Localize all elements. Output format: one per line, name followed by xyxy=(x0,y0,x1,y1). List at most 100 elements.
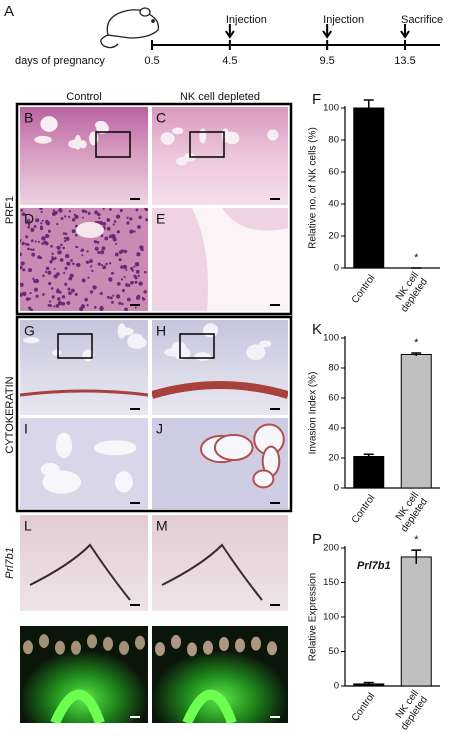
x-tick-label: Control xyxy=(350,691,378,724)
micrograph: I xyxy=(20,418,148,509)
block-border xyxy=(15,102,293,316)
tissue xyxy=(20,515,148,611)
nucleus xyxy=(55,289,60,294)
vessel xyxy=(172,127,184,135)
micrograph: G xyxy=(20,320,148,415)
nucleus xyxy=(40,222,43,225)
trophoblast xyxy=(20,389,148,397)
nucleus xyxy=(143,290,147,294)
nucleus xyxy=(29,248,33,251)
nucleus xyxy=(130,229,134,233)
mouse-icon xyxy=(100,7,160,49)
timeline-axis-label: days of pregnancy xyxy=(15,55,105,67)
nucleus xyxy=(68,291,72,295)
nucleus xyxy=(105,262,108,266)
nucleus xyxy=(20,261,25,266)
panel-label: J xyxy=(156,421,163,437)
nucleus xyxy=(102,222,107,226)
nucleus xyxy=(122,264,128,270)
tissue xyxy=(20,320,148,415)
nucleus xyxy=(21,241,25,246)
nucleus xyxy=(60,243,63,247)
nucleus xyxy=(27,306,32,310)
nucleus xyxy=(64,232,68,236)
y-tick-label: 100 xyxy=(323,333,339,344)
vessel xyxy=(171,341,187,354)
nucleus xyxy=(94,246,99,251)
nucleus xyxy=(133,230,136,233)
nucleus xyxy=(35,294,39,298)
nucleus xyxy=(59,209,63,213)
significance: * xyxy=(414,337,419,349)
micrograph: L xyxy=(20,515,148,611)
vessel xyxy=(23,337,40,344)
cell-cluster xyxy=(39,634,49,649)
y-tick-label: 0 xyxy=(334,483,339,494)
nucleus xyxy=(84,297,88,302)
nucleus xyxy=(62,232,66,235)
nucleus xyxy=(84,210,88,214)
nucleus xyxy=(51,257,55,261)
nucleus xyxy=(61,295,66,299)
nucleus xyxy=(33,287,39,292)
nucleus xyxy=(72,262,75,266)
nucleus xyxy=(73,213,77,217)
nucleus xyxy=(71,218,76,222)
micrograph: H xyxy=(152,320,288,415)
lumen xyxy=(55,432,73,459)
nucleus xyxy=(34,240,37,243)
nucleus xyxy=(39,208,43,210)
nucleus xyxy=(94,210,99,215)
y-tick-label: 0 xyxy=(334,263,339,274)
nucleus xyxy=(140,247,144,252)
nucleus xyxy=(100,250,105,255)
chart-title: Prl7b1 xyxy=(357,560,391,572)
timeline-tick-label: 13.5 xyxy=(394,55,415,67)
nucleus xyxy=(96,240,100,244)
nucleus xyxy=(81,209,86,213)
nucleus xyxy=(33,224,37,228)
nucleus xyxy=(110,233,115,239)
timeline-tick-label: 9.5 xyxy=(320,55,335,67)
nucleus xyxy=(97,250,101,254)
panel-label: B xyxy=(24,110,33,126)
vessel-outline xyxy=(29,543,131,601)
nucleus xyxy=(43,240,47,244)
nucleus xyxy=(116,230,120,234)
nucleus xyxy=(89,259,93,264)
vessel xyxy=(199,128,207,144)
nucleus xyxy=(126,297,131,302)
nucleus xyxy=(114,252,119,257)
panel-label: G xyxy=(24,323,35,339)
nucleus xyxy=(89,290,94,294)
error-bar xyxy=(411,352,422,356)
nucleus xyxy=(119,208,123,213)
vessel xyxy=(194,352,212,361)
nucleus xyxy=(101,246,106,251)
nucleus xyxy=(70,259,73,262)
nucleus xyxy=(110,271,114,275)
nucleus xyxy=(42,293,45,296)
micrograph: E xyxy=(152,208,288,311)
row-label: Prl7b1 xyxy=(4,547,16,579)
nucleus xyxy=(126,221,130,225)
micrograph-image xyxy=(152,515,288,611)
nucleus xyxy=(99,291,103,295)
nucleus xyxy=(22,291,27,296)
nucleus xyxy=(108,277,113,282)
nucleus xyxy=(28,268,33,273)
nucleus xyxy=(102,208,105,210)
nucleus xyxy=(123,275,126,278)
column-header: Control xyxy=(66,91,101,103)
nucleus xyxy=(143,270,147,274)
nucleus xyxy=(37,240,40,244)
nucleus xyxy=(48,281,52,286)
tissue xyxy=(20,107,148,205)
lumen xyxy=(42,470,82,494)
nucleus xyxy=(87,211,91,215)
labeled-tissue xyxy=(50,689,105,723)
nucleus xyxy=(136,252,141,257)
nucleus xyxy=(112,294,115,297)
nucleus xyxy=(138,281,143,286)
nucleus xyxy=(40,210,43,213)
